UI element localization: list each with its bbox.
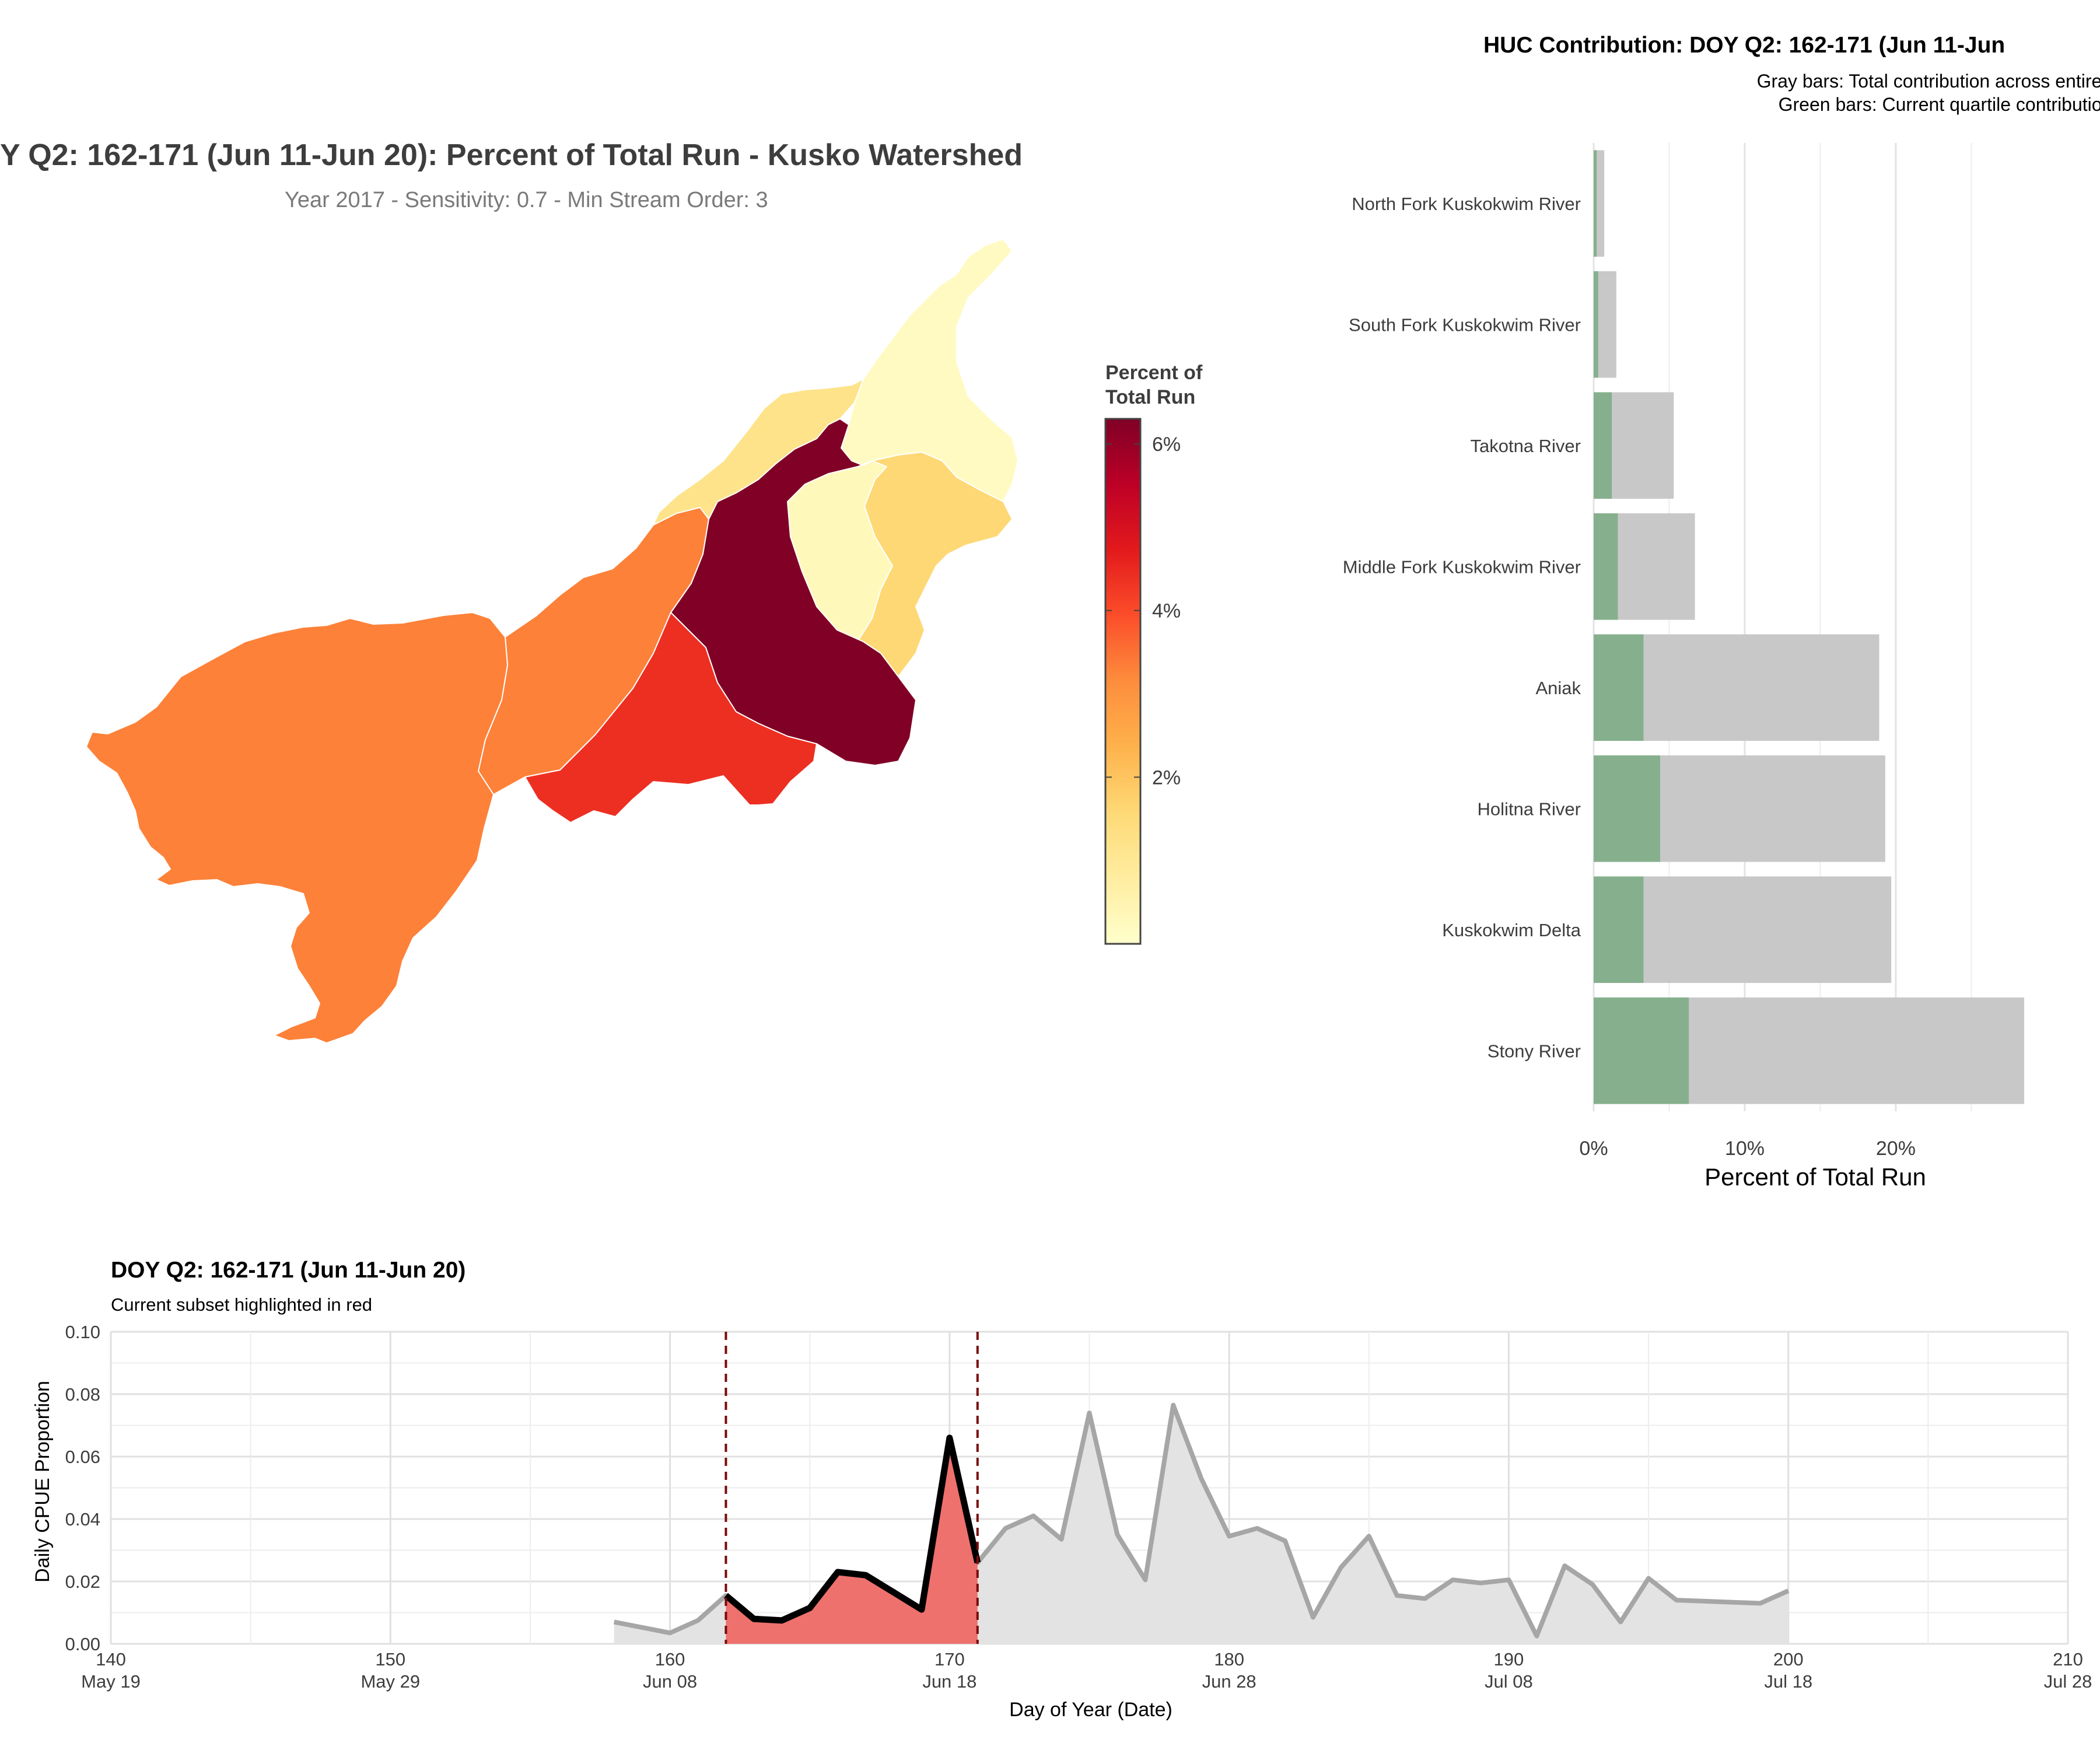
legend-ticks: 6% 4% 2% [1105,433,1181,789]
bar-current-quartile-contribution-south-fork-kuskokwim-river [1594,271,1598,378]
line-y-tick-label: 0.00 [65,1634,100,1654]
line-x-tick-doy: 150 [375,1649,405,1670]
map-region-middle-fork-kuskokwim-river [857,452,1013,677]
bar-x-tick-label: 0% [1579,1138,1608,1160]
line-y-axis-label: Daily CPUE Proportion [32,1381,54,1583]
line-y-tick-label: 0.04 [65,1509,100,1530]
line-subtitle: Current subset highlighted in red [111,1294,372,1315]
line-x-tick-date: Jun 08 [643,1671,697,1692]
line-x-tick-date: May 19 [81,1671,141,1692]
line-series [613,1332,1790,1644]
line-x-tick-date: Jul 28 [2044,1671,2092,1692]
bar-category-label: North Fork Kuskokwim River [1352,194,1581,214]
bar-x-axis-label: Percent of Total Run [1704,1163,1926,1191]
bar-subtitle-line2: Green bars: Current quartile contributio… [1779,94,2100,115]
line-x-tick-doy: 210 [2053,1649,2083,1670]
legend-title-line2: Total Run [1105,386,1195,408]
bar-category-labels: North Fork Kuskokwim River South Fork Kus… [1343,194,1581,1062]
bar-current-quartile-contribution-north-fork-kuskokwim-river [1594,150,1597,257]
full-run-area [614,1405,1788,1644]
line-y-tick-label: 0.08 [65,1384,100,1405]
line-x-tick-doy: 140 [96,1649,126,1670]
legend-title-line1: Percent of [1105,362,1203,384]
legend-tick-label: 2% [1152,766,1181,789]
bar-category-label: Kuskokwim Delta [1442,920,1581,940]
bar-category-label: Holitna River [1478,799,1581,819]
bar-category-label: Middle Fork Kuskokwim River [1343,556,1581,577]
line-y-tick-label: 0.06 [65,1447,100,1467]
line-y-tick-label: 0.02 [65,1572,100,1592]
bar-current-quartile-contribution-stony-river [1594,997,1689,1104]
legend-tick-label: 4% [1152,600,1181,622]
bar-subtitle-line1: Gray bars: Total contribution across ent… [1757,71,2100,92]
line-y-tick-labels: 0.00 0.02 0.04 0.06 0.08 0.10 [65,1322,100,1654]
line-x-tick-date: May 29 [360,1671,420,1692]
legend-colorbar [1104,418,1142,945]
map-subtitle: Year 2017 - Sensitivity: 0.7 - Min Strea… [285,188,768,212]
bar-current-quartile-contribution-holitna-river [1594,755,1660,862]
line-x-tick-doy: 180 [1214,1649,1244,1670]
bar-current-quartile-contribution-middle-fork-kuskokwim-river [1594,513,1618,620]
map-panel: Y Q2: 162-171 (Jun 11-Jun 20): Percent o… [0,138,1203,1044]
line-title: DOY Q2: 162-171 (Jun 11-Jun 20) [111,1258,466,1283]
line-x-axis-label: Day of Year (Date) [1009,1699,1172,1721]
bar-bars [1594,150,2025,1104]
line-panel: DOY Q2: 162-171 (Jun 11-Jun 20) Current … [32,1258,2092,1721]
bar-x-tick-label: 10% [1725,1138,1765,1160]
bar-current-quartile-contribution-kuskokwim-delta [1594,876,1644,984]
map-region-stony-river [670,418,916,766]
bar-category-label: Aniak [1535,678,1581,698]
line-x-tick-date: Jul 18 [1764,1671,1812,1692]
watershed-map [86,239,1019,1044]
line-x-tick-doy: 190 [1494,1649,1524,1670]
line-y-tick-label: 0.10 [65,1322,100,1342]
line-x-tick-doy: 170 [935,1649,965,1670]
map-region-kuskokwim-delta [86,612,508,1044]
line-x-tick-doy: 200 [1773,1649,1804,1670]
bar-panel: HUC Contribution: DOY Q2: 162-171 (Jun 1… [1343,33,2100,1191]
bar-current-quartile-contribution-takotna-river [1594,392,1612,499]
bar-category-label: Takotna River [1470,436,1581,456]
bar-current-quartile-contribution-aniak [1594,634,1644,741]
line-x-tick-date: Jun 18 [922,1671,977,1692]
bar-title: HUC Contribution: DOY Q2: 162-171 (Jun 1… [1483,33,2005,58]
subset-line [723,1434,981,1624]
legend-tick-label: 6% [1152,433,1181,456]
bar-x-tick-labels: 0% 10% 20% [1579,1138,1916,1160]
line-x-tick-date: Jun 28 [1202,1671,1256,1692]
bar-category-label: South Fork Kuskokwim River [1349,314,1581,335]
line-x-tick-date: Jul 08 [1485,1671,1533,1692]
line-x-tick-doy: 160 [655,1649,685,1670]
bar-x-tick-label: 20% [1876,1138,1916,1160]
bar-category-label: Stony River [1488,1041,1581,1061]
map-title: Y Q2: 162-171 (Jun 11-Jun 20): Percent o… [0,138,1023,172]
